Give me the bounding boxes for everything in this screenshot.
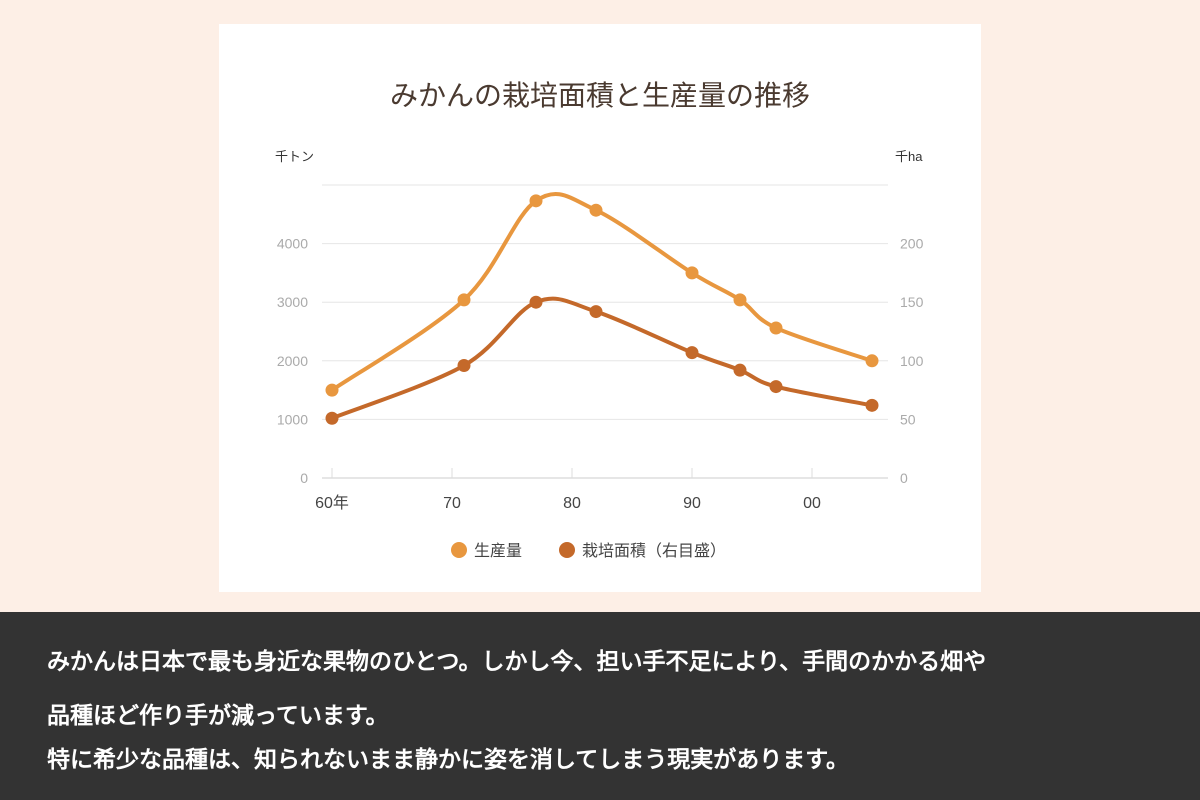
data-point	[325, 411, 339, 425]
y-left-tick-label: 0	[300, 470, 308, 486]
x-tick-label: 80	[563, 495, 581, 512]
x-tick-label: 60年	[315, 494, 349, 512]
data-point	[769, 380, 783, 394]
data-point	[457, 358, 471, 372]
chart-title: みかんの栽培面積と生産量の推移	[389, 79, 810, 112]
y-left-tick-label: 3000	[277, 294, 308, 310]
legend-marker	[451, 542, 467, 558]
series-line-2	[331, 296, 873, 421]
data-point	[733, 293, 747, 307]
caption-line-3: 特に希少な品種は、知られないまま静かに姿を消してしまう現実があります。	[47, 747, 850, 773]
y-right-tick-label: 50	[900, 411, 916, 427]
data-point	[589, 203, 603, 217]
data-point	[589, 305, 603, 319]
line-chart: 0 1000 2000 3000 4000 0 50 100 150 200 60年 70 80 90 00…	[275, 149, 924, 560]
caption-line-1: みかんは日本で最も身近な果物のひとつ。しかし今、担い手不足により、手間のかかる畑…	[47, 649, 987, 675]
legend-label: 栽培面積（右目盛）	[582, 542, 726, 560]
y-right-tick-label: 200	[900, 236, 924, 252]
data-point	[685, 266, 699, 280]
y-left-unit: 千トン	[275, 149, 314, 164]
data-point	[733, 363, 747, 377]
data-point	[685, 346, 699, 360]
legend-marker	[559, 542, 575, 558]
x-tick-label: 70	[443, 495, 461, 512]
y-left-tick-label: 2000	[277, 353, 308, 369]
data-point	[769, 321, 783, 335]
caption-band: みかんは日本で最も身近な果物のひとつ。しかし今、担い手不足により、手間のかかる畑…	[0, 612, 1200, 800]
caption-line-2: 品種ほど作り手が減っています。	[47, 703, 389, 729]
data-point	[457, 293, 471, 307]
y-right-unit: 千ha	[895, 149, 923, 164]
data-point	[529, 194, 543, 208]
y-right-tick-label: 100	[900, 353, 924, 369]
data-point	[529, 295, 543, 309]
y-left-tick-label: 1000	[277, 411, 308, 427]
data-point	[325, 383, 339, 397]
x-tick-label: 90	[683, 495, 701, 512]
y-right-tick-label: 0	[900, 470, 908, 486]
y-right-tick-label: 150	[900, 294, 924, 310]
y-left-tick-label: 4000	[277, 236, 308, 252]
data-point	[865, 398, 879, 412]
data-point	[865, 354, 879, 368]
x-tick-label: 00	[803, 495, 821, 512]
legend-label: 生産量	[474, 542, 522, 560]
